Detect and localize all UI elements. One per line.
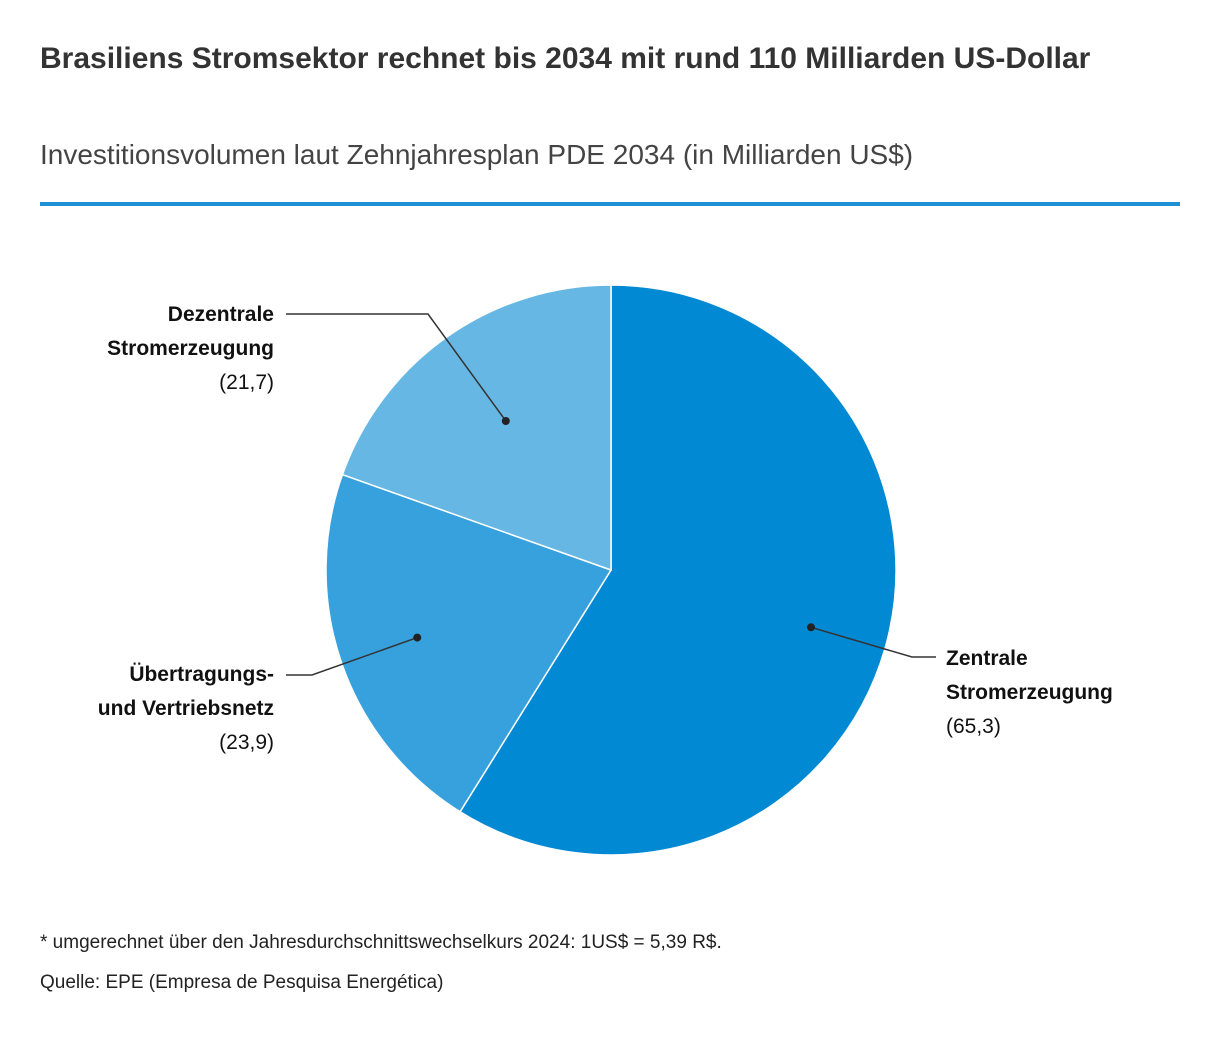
slice-value: (23,9) [219, 731, 274, 754]
leader-zentrale-line [810, 626, 936, 658]
slice-name: Stromerzeugung [946, 681, 1113, 704]
slice-label-dezentrale: Dezentrale Stromerzeugung (21,7) [24, 298, 274, 400]
slice-label-uebertragung: Übertragungs- und Vertriebsnetz (23,9) [24, 658, 274, 760]
slice-value: (21,7) [219, 371, 274, 394]
slice-value: (65,3) [946, 715, 1001, 738]
chart-title: Brasiliens Stromsektor rechnet bis 2034 … [40, 42, 1091, 75]
slice-name: Zentrale [946, 647, 1028, 670]
chart-subtitle: Investitionsvolumen laut Zehnjahresplan … [40, 139, 914, 170]
leader-uebertragung-dot [413, 633, 422, 642]
leader-uebertragung-line [286, 636, 418, 676]
slice-name: Dezentrale [167, 303, 274, 326]
slice-name: Stromerzeugung [107, 337, 274, 360]
slice-name: Übertragungs- [129, 663, 274, 686]
slice-label-zentrale: Zentrale Stromerzeugung (65,3) [946, 642, 1113, 744]
pie-slice-dezentrale [341, 284, 612, 572]
slice-name: und Vertriebsnetz [97, 697, 274, 720]
leader-dezentrale-line [286, 313, 507, 422]
pie-slices [325, 284, 897, 856]
source-note: Quelle: EPE (Empresa de Pesquisa Energét… [40, 972, 444, 993]
header-divider [40, 202, 1180, 206]
leader-dezentrale-dot [501, 416, 510, 425]
leader-lines [286, 313, 936, 676]
exchange-rate-note: * umgerechnet über den Jahresdurchschnit… [40, 932, 722, 953]
leader-zentrale-dot [807, 623, 816, 632]
